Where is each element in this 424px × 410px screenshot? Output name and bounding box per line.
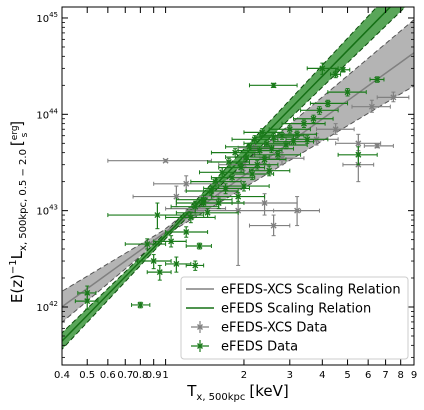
x-tick-label: 4: [319, 370, 325, 381]
x-tick-label: 1: [162, 370, 168, 381]
x-axis-label: Tx, 500kpc[keV]: [186, 382, 289, 403]
xcs-point-5: [249, 215, 289, 236]
y-tick-label: 1042: [36, 300, 58, 314]
y-label-unit-close: ]: [8, 121, 26, 127]
xcs-point-16: [108, 158, 212, 163]
xcs-point-13: [364, 143, 393, 148]
x-tick-label: 6: [365, 370, 371, 381]
svg-text:E(z)−1Lx, 500kpc, 0.5 − 2.0[er: E(z)−1Lx, 500kpc, 0.5 − 2.0[ergs]: [8, 121, 30, 303]
x-tick-label: 0.7: [117, 370, 133, 381]
x-tick-label: 9: [411, 370, 417, 381]
efeds-point-57: [176, 200, 232, 207]
x-tick-label: 5: [344, 370, 350, 381]
y-axis-label: E(z)−1Lx, 500kpc, 0.5 − 2.0[ergs]: [8, 121, 30, 303]
y-tick-label: 1044: [36, 107, 58, 121]
efeds-point-55: [249, 83, 297, 88]
x-label-unit: [keV]: [249, 382, 288, 400]
y-label-sub: x, 500kpc, 0.5 − 2.0: [18, 149, 29, 251]
y-tick-label: 1045: [36, 11, 58, 25]
efeds-point-12: [186, 243, 211, 249]
legend: eFEDS-XCS Scaling Relation eFEDS Scaling …: [181, 277, 408, 359]
y-label-unit-den: s: [20, 132, 30, 137]
x-tick-label: 0.9: [146, 370, 162, 381]
y-label-exp: −1: [8, 259, 19, 274]
x-tick-label: 2: [241, 370, 247, 381]
legend-label: eFEDS Scaling Relation: [221, 302, 371, 317]
legend-label: eFEDS Data: [221, 340, 298, 355]
x-tick-label: 0.4: [54, 370, 70, 381]
efeds-point-5: [147, 265, 171, 280]
x-label-sub: x, 500kpc: [196, 392, 245, 403]
x-tick-label: 8: [397, 370, 403, 381]
efeds-point-8: [166, 257, 191, 272]
y-tick-label: 1043: [36, 204, 58, 218]
x-tick-label: 7: [382, 370, 388, 381]
efeds-point-53: [338, 147, 377, 165]
efeds-point-2: [132, 302, 150, 308]
x-tick-label: 0.5: [79, 370, 95, 381]
x-tick-label: 3: [287, 370, 293, 381]
y-label-main: E(z): [8, 274, 26, 303]
xcs-point-6: [274, 197, 320, 226]
x-tick-label: 0.6: [100, 370, 116, 381]
legend-label: eFEDS-XCS Data: [221, 321, 327, 336]
efeds-point-56: [186, 261, 203, 270]
legend-label: eFEDS-XCS Scaling Relation: [221, 283, 401, 298]
